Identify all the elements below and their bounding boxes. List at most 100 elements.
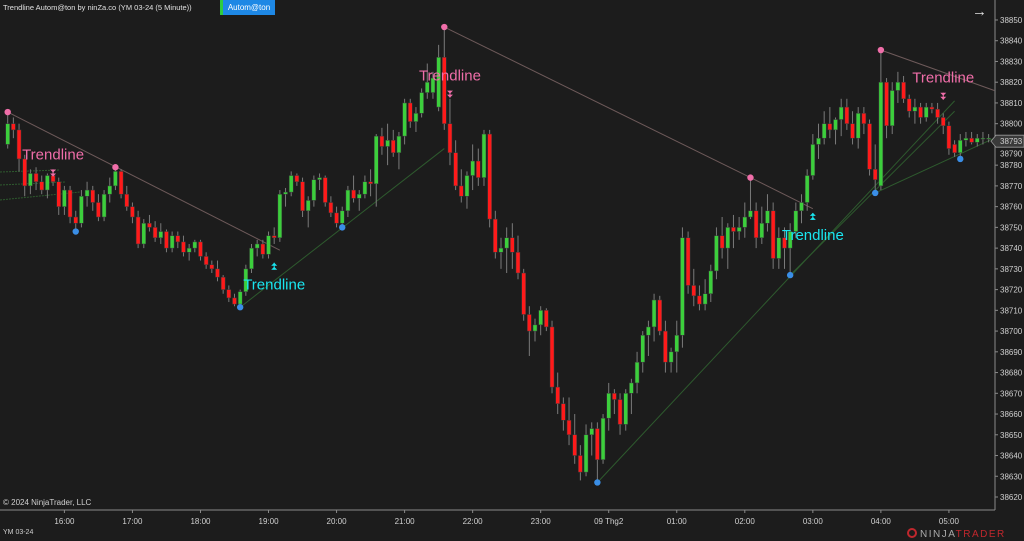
instrument-label: YM 03-24: [3, 529, 34, 536]
candle-body: [22, 158, 27, 187]
candle: [300, 177, 305, 218]
time-tick-label: 02:00: [735, 517, 756, 526]
candle-body: [11, 123, 16, 131]
signal-label: Trendline: [419, 68, 481, 85]
candle-body: [334, 212, 339, 224]
candle-body: [606, 393, 611, 419]
candle: [311, 175, 317, 207]
candle: [884, 78, 889, 139]
candle: [118, 169, 124, 199]
support-trendline: [597, 100, 955, 483]
candle: [413, 107, 419, 132]
candle: [22, 154, 27, 197]
candle-body: [912, 106, 918, 112]
candle: [453, 140, 458, 191]
candle-body: [510, 237, 515, 253]
candle: [487, 129, 492, 228]
candle-body: [617, 399, 623, 425]
candle-body: [419, 92, 424, 114]
arrow-right-icon[interactable]: →: [972, 3, 987, 20]
candle: [719, 217, 725, 259]
candle: [657, 295, 662, 336]
candle-body: [787, 231, 793, 249]
candle: [73, 210, 78, 232]
candle: [504, 227, 509, 274]
price-tick-label: 38680: [1000, 369, 1023, 378]
candle-body: [294, 175, 300, 183]
candle: [544, 308, 549, 332]
signal-label: Trendline: [782, 227, 844, 244]
candle: [521, 268, 526, 321]
candle-body: [215, 268, 220, 278]
time-tick-label: 23:00: [531, 517, 552, 526]
candle: [867, 119, 872, 176]
candle: [821, 111, 827, 145]
candle: [770, 202, 776, 269]
candle: [96, 194, 101, 222]
candle: [782, 227, 787, 269]
candle-body: [629, 382, 634, 394]
candle-body: [725, 227, 731, 249]
candle: [532, 318, 538, 342]
candle-body: [975, 137, 980, 143]
price-axis[interactable]: 38620 38630 38640 38650 38660 38670 38680 38690…: [990, 0, 1024, 510]
candle-body: [481, 133, 487, 178]
candle: [589, 422, 594, 456]
candle-body: [226, 289, 232, 299]
candle-body: [362, 181, 368, 195]
candle: [107, 177, 113, 203]
candle-body: [374, 135, 379, 185]
candle-body: [101, 193, 107, 218]
candle-body: [487, 133, 492, 220]
candle: [391, 129, 396, 157]
price-tick-label: 38850: [1000, 16, 1023, 25]
candle-body: [447, 123, 453, 153]
candle-body: [339, 210, 345, 224]
candle-body: [527, 314, 532, 332]
resistance-trendline: [444, 26, 751, 179]
last-price-label: 38793: [1000, 137, 1023, 146]
strategy-button[interactable]: Autom@ton: [220, 0, 275, 15]
candle-body: [838, 106, 844, 120]
candle-body: [958, 140, 963, 153]
candle-body: [521, 272, 526, 315]
candle: [986, 134, 991, 143]
candle: [646, 320, 651, 356]
candle-body: [646, 326, 651, 336]
candle-body: [878, 81, 884, 187]
candle-body: [901, 81, 906, 100]
candle: [447, 98, 453, 166]
candle-body: [152, 227, 158, 239]
candle: [578, 445, 583, 481]
time-tick-label: 21:00: [395, 517, 416, 526]
chart-title: Trendline Autom@ton by ninZa.co (YM 03-2…: [3, 3, 192, 12]
time-tick-label: 16:00: [54, 517, 75, 526]
candle-body: [906, 98, 912, 112]
candle-body: [663, 330, 668, 363]
candle: [912, 98, 918, 124]
candle-body: [493, 218, 498, 253]
candle: [765, 194, 770, 232]
pivot-high-dot: [112, 164, 119, 171]
candle-body: [169, 235, 175, 249]
candle-body: [872, 169, 878, 180]
pivot-low-dot: [236, 304, 244, 311]
candle: [946, 121, 952, 155]
candle-body: [107, 185, 113, 195]
candle-body: [220, 276, 226, 290]
candle: [952, 140, 957, 157]
candle: [79, 190, 84, 228]
candle: [271, 227, 277, 244]
candle-body: [237, 291, 243, 305]
signal-label: Trendline: [912, 70, 974, 87]
candle-body: [266, 235, 271, 255]
time-axis[interactable]: 16:00 17:00 18:00 19:00 20:00 21:00 22:00 23:00…: [0, 509, 995, 526]
candle: [742, 202, 748, 238]
candle-body: [850, 123, 855, 139]
time-tick-label: 19:00: [259, 517, 280, 526]
support-trendline: [875, 137, 995, 194]
candle: [430, 71, 436, 99]
candle-body: [634, 361, 640, 384]
candle-body: [697, 295, 702, 305]
